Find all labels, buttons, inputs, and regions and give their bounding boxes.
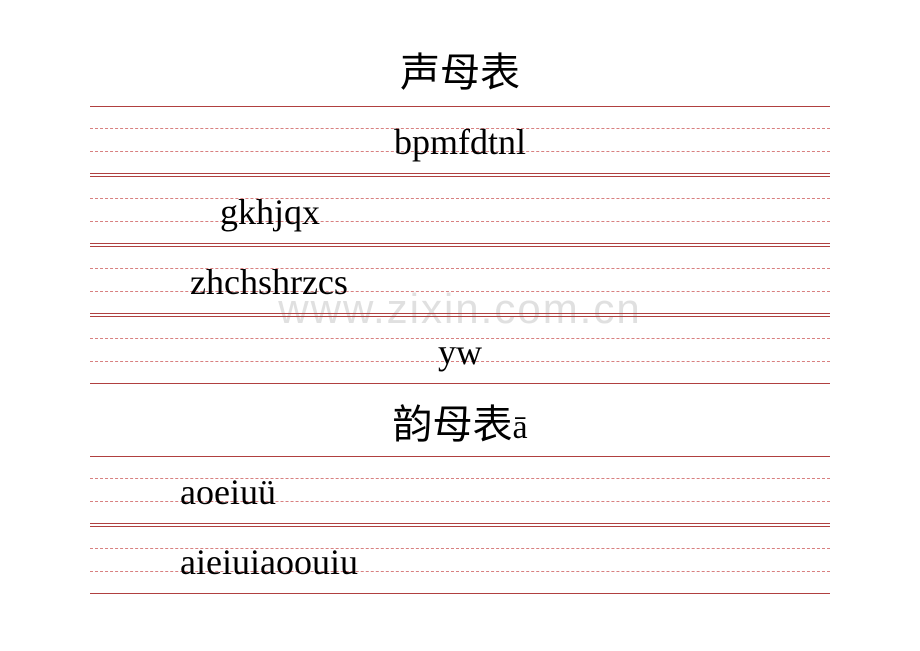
row-text: zhchshrzcs <box>190 264 348 300</box>
row-text: yw <box>438 334 482 370</box>
row-text: gkhjqx <box>220 194 320 230</box>
guideline-bottom <box>90 523 830 524</box>
guideline-top <box>90 176 830 177</box>
guideline-top <box>90 456 830 457</box>
guideline-top <box>90 246 830 247</box>
guideline-bottom <box>90 243 830 244</box>
guideline-mid2 <box>90 221 830 222</box>
writing-row: bpmfdtnl <box>90 106 830 174</box>
section1-title: 声母表 <box>90 40 830 98</box>
row-text: aieiuiaoouiu <box>180 544 358 580</box>
section2-title-main: 韵母表 <box>392 402 512 447</box>
writing-row: aieiuiaoouiu <box>90 526 830 594</box>
writing-row: gkhjqx <box>90 176 830 244</box>
row-text: aoeiuü <box>180 474 276 510</box>
writing-row: yw <box>90 316 830 384</box>
guideline-top <box>90 526 830 527</box>
writing-row: zhchshrzcs <box>90 246 830 314</box>
section2-title: 韵母表ā <box>90 392 830 450</box>
guideline-mid1 <box>90 198 830 199</box>
guideline-bottom <box>90 593 830 594</box>
guideline-top <box>90 316 830 317</box>
guideline-bottom <box>90 383 830 384</box>
writing-row: aoeiuü <box>90 456 830 524</box>
row-text: bpmfdtnl <box>394 124 526 160</box>
section2-title-suffix: ā <box>512 409 527 446</box>
guideline-bottom <box>90 313 830 314</box>
guideline-top <box>90 106 830 107</box>
guideline-bottom <box>90 173 830 174</box>
